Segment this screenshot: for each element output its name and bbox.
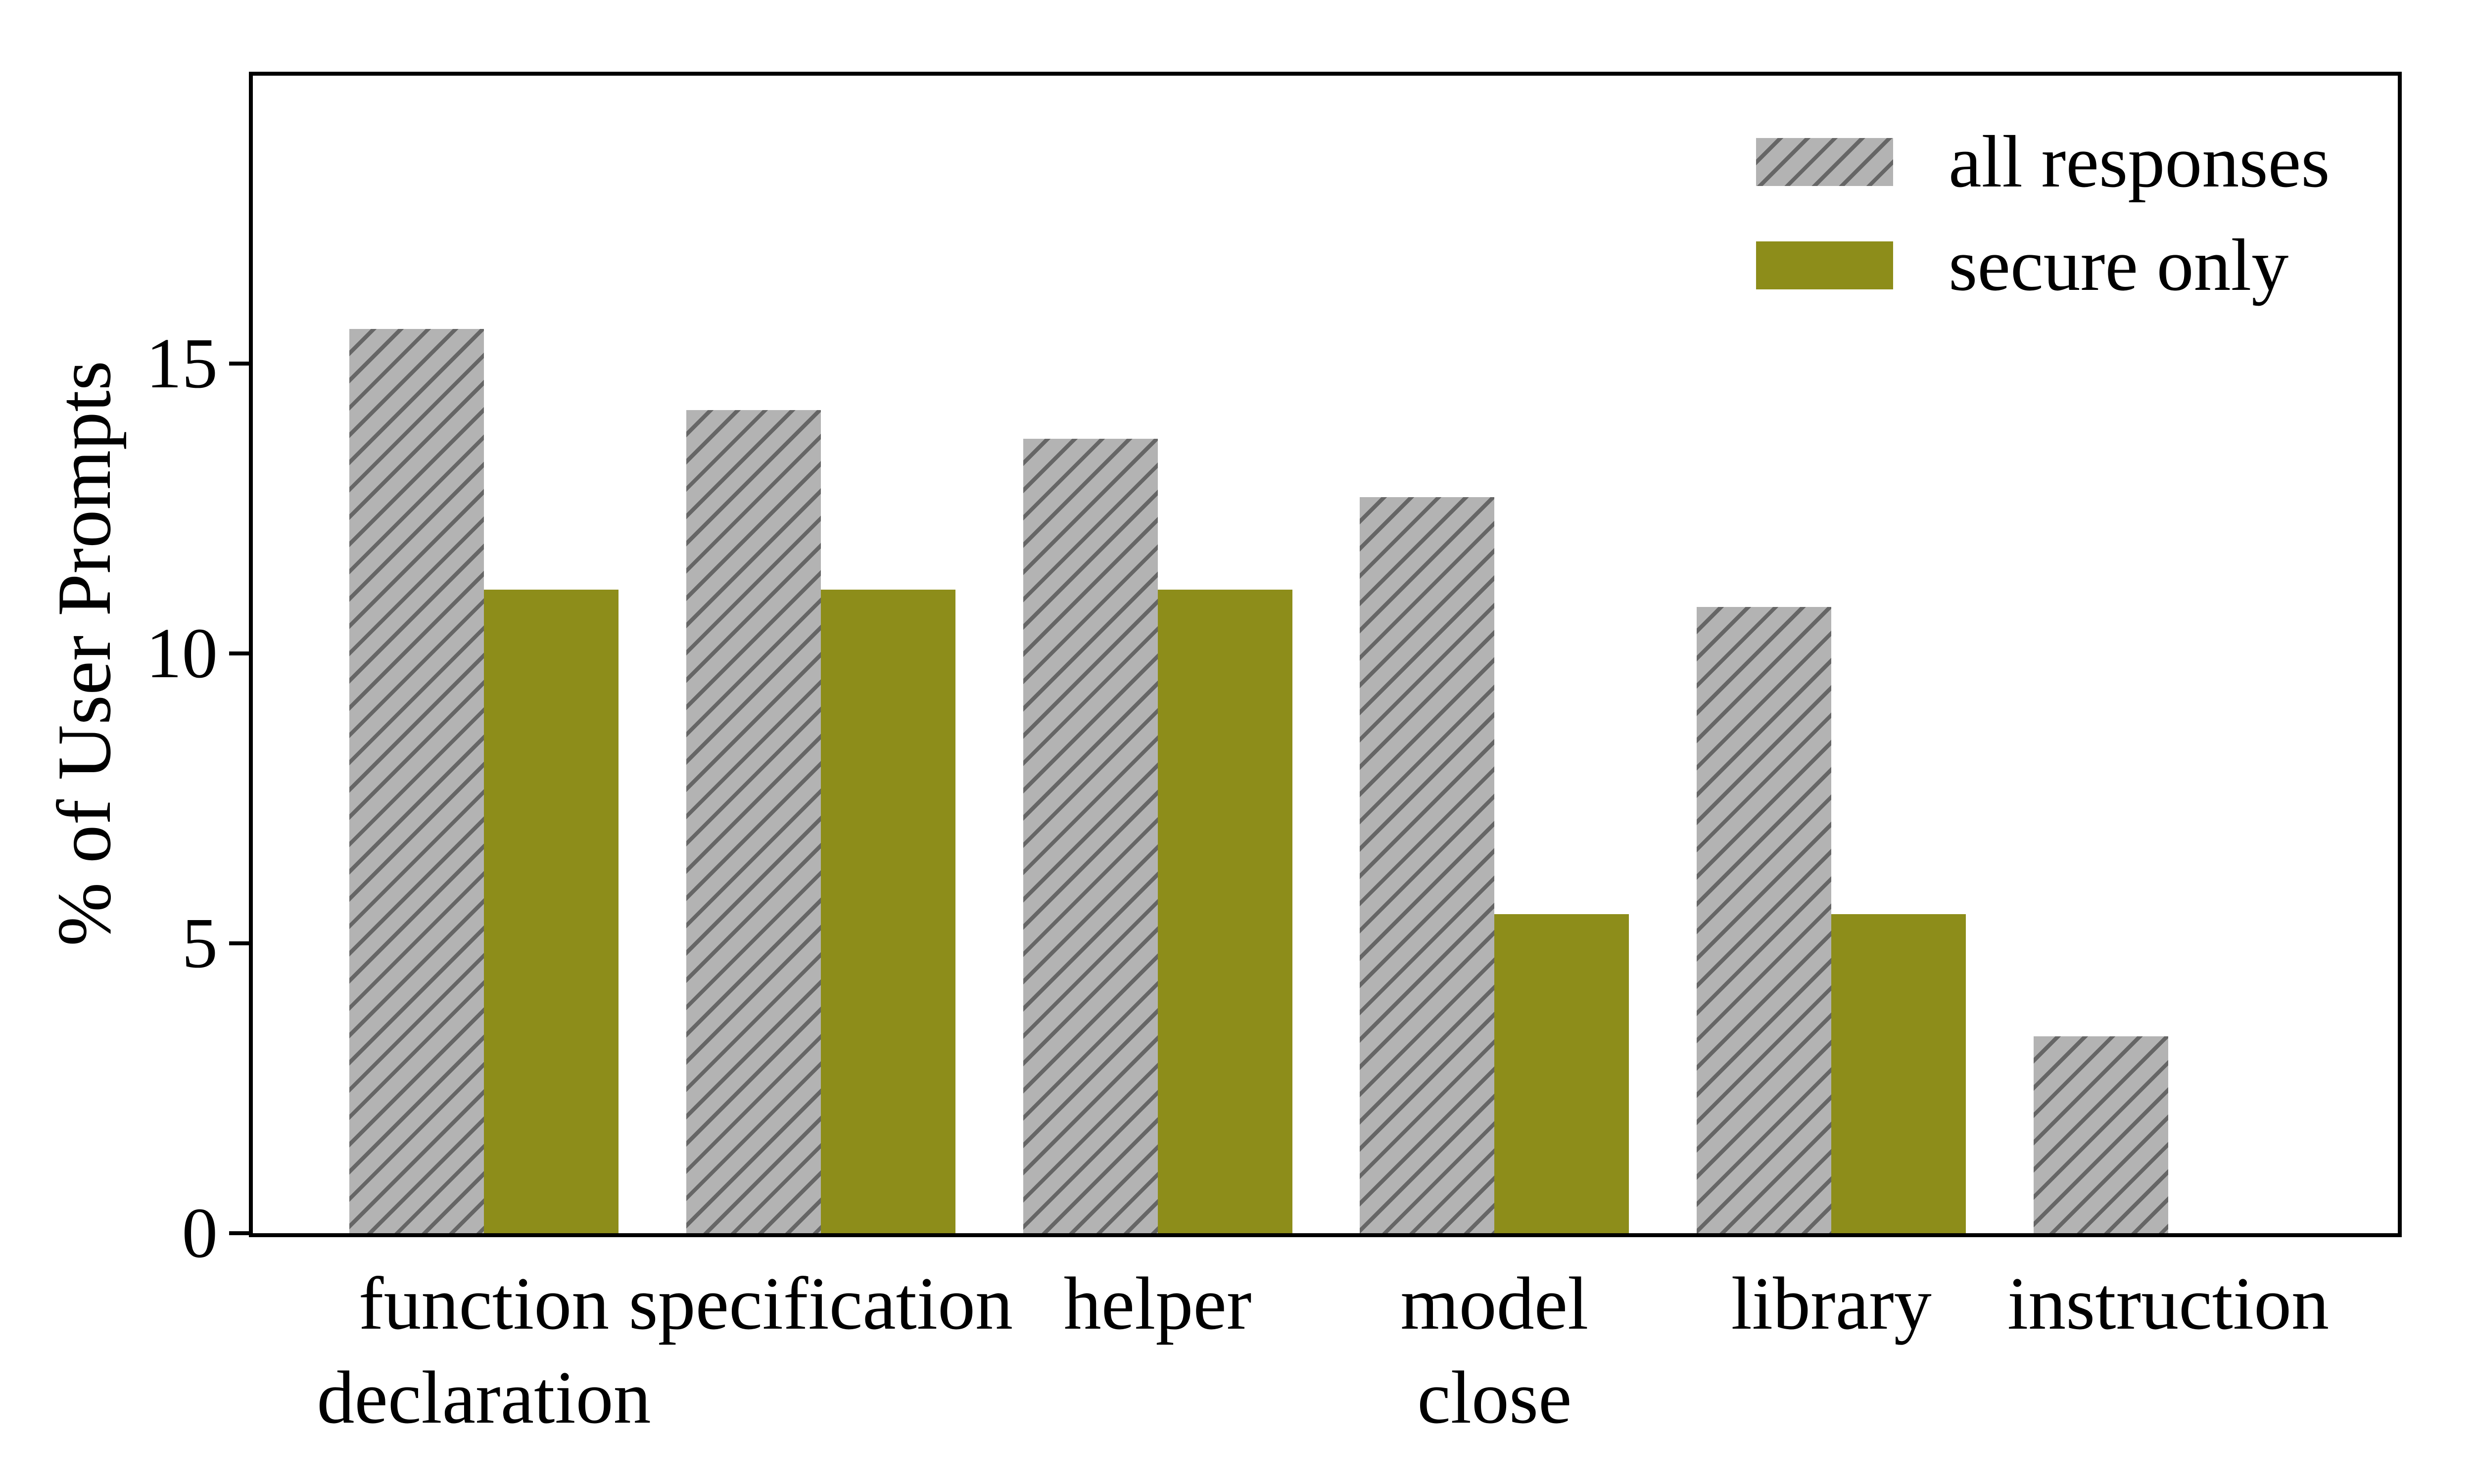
y-tick-label-15: 15 (146, 324, 218, 403)
legend-item-all-responses: all responses (1756, 121, 2330, 203)
x-tick-label-3: model close (1400, 1262, 1589, 1439)
legend-label-secure-only: secure only (1949, 224, 2289, 306)
plot-border (249, 72, 2402, 1237)
y-tick-label-5: 5 (182, 904, 218, 983)
y-tick-label-10: 10 (146, 614, 218, 693)
x-tick-label-4: library (1731, 1262, 1932, 1345)
x-tick-label-0: function declaration (317, 1262, 651, 1439)
bar-all-responses-1 (686, 410, 821, 1233)
y-tick-label-0: 0 (182, 1194, 218, 1273)
bar-secure-only-1 (820, 590, 955, 1233)
bar-secure-only-0 (484, 590, 618, 1233)
x-tick-label-2: helper (1063, 1262, 1252, 1345)
legend: all responses secure only (1756, 121, 2330, 306)
y-tick-0 (229, 1231, 249, 1235)
bar-secure-only-3 (1494, 914, 1629, 1233)
y-tick-10 (229, 651, 249, 655)
y-tick-15 (229, 362, 249, 366)
legend-swatch-all-responses (1756, 138, 1893, 186)
legend-label-all-responses: all responses (1949, 121, 2330, 203)
x-tick-label-1: specification (628, 1262, 1013, 1345)
bar-all-responses-3 (1360, 497, 1495, 1233)
y-tick-5 (229, 941, 249, 945)
bar-all-responses-5 (2034, 1036, 2168, 1233)
bar-secure-only-2 (1157, 590, 1292, 1233)
bar-all-responses-0 (349, 328, 484, 1233)
bar-secure-only-4 (1831, 914, 1966, 1233)
bar-all-responses-2 (1023, 439, 1158, 1233)
legend-item-secure-only: secure only (1756, 224, 2330, 306)
x-tick-label-5: instruction (2007, 1262, 2330, 1345)
legend-swatch-secure-only (1756, 241, 1893, 289)
bar-all-responses-4 (1697, 607, 1832, 1233)
